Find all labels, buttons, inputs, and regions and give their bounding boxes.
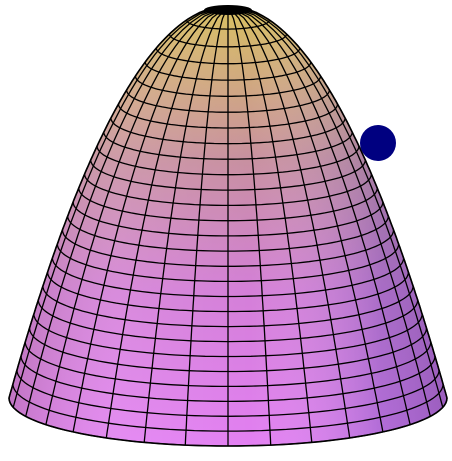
meridian-line bbox=[12, 5, 229, 408]
meridian-line bbox=[227, 5, 431, 417]
apex-cap bbox=[204, 5, 252, 15]
meridian-line bbox=[45, 5, 229, 425]
meridian-line bbox=[72, 5, 229, 433]
meridian-line bbox=[143, 5, 229, 443]
meridian-line bbox=[227, 5, 444, 408]
meridian-line bbox=[227, 5, 272, 446]
meridian-line bbox=[25, 5, 229, 417]
ball-marker-icon bbox=[360, 125, 396, 161]
surface-wireframe bbox=[8, 5, 448, 447]
meridian-line bbox=[105, 5, 229, 438]
meridian-line bbox=[227, 5, 384, 433]
meridian-line bbox=[227, 5, 411, 425]
surface-outline bbox=[8, 5, 448, 447]
marker-layer bbox=[360, 125, 396, 161]
meridian-line bbox=[227, 5, 351, 438]
meridian-line bbox=[227, 5, 313, 443]
meridian-line bbox=[184, 5, 229, 446]
